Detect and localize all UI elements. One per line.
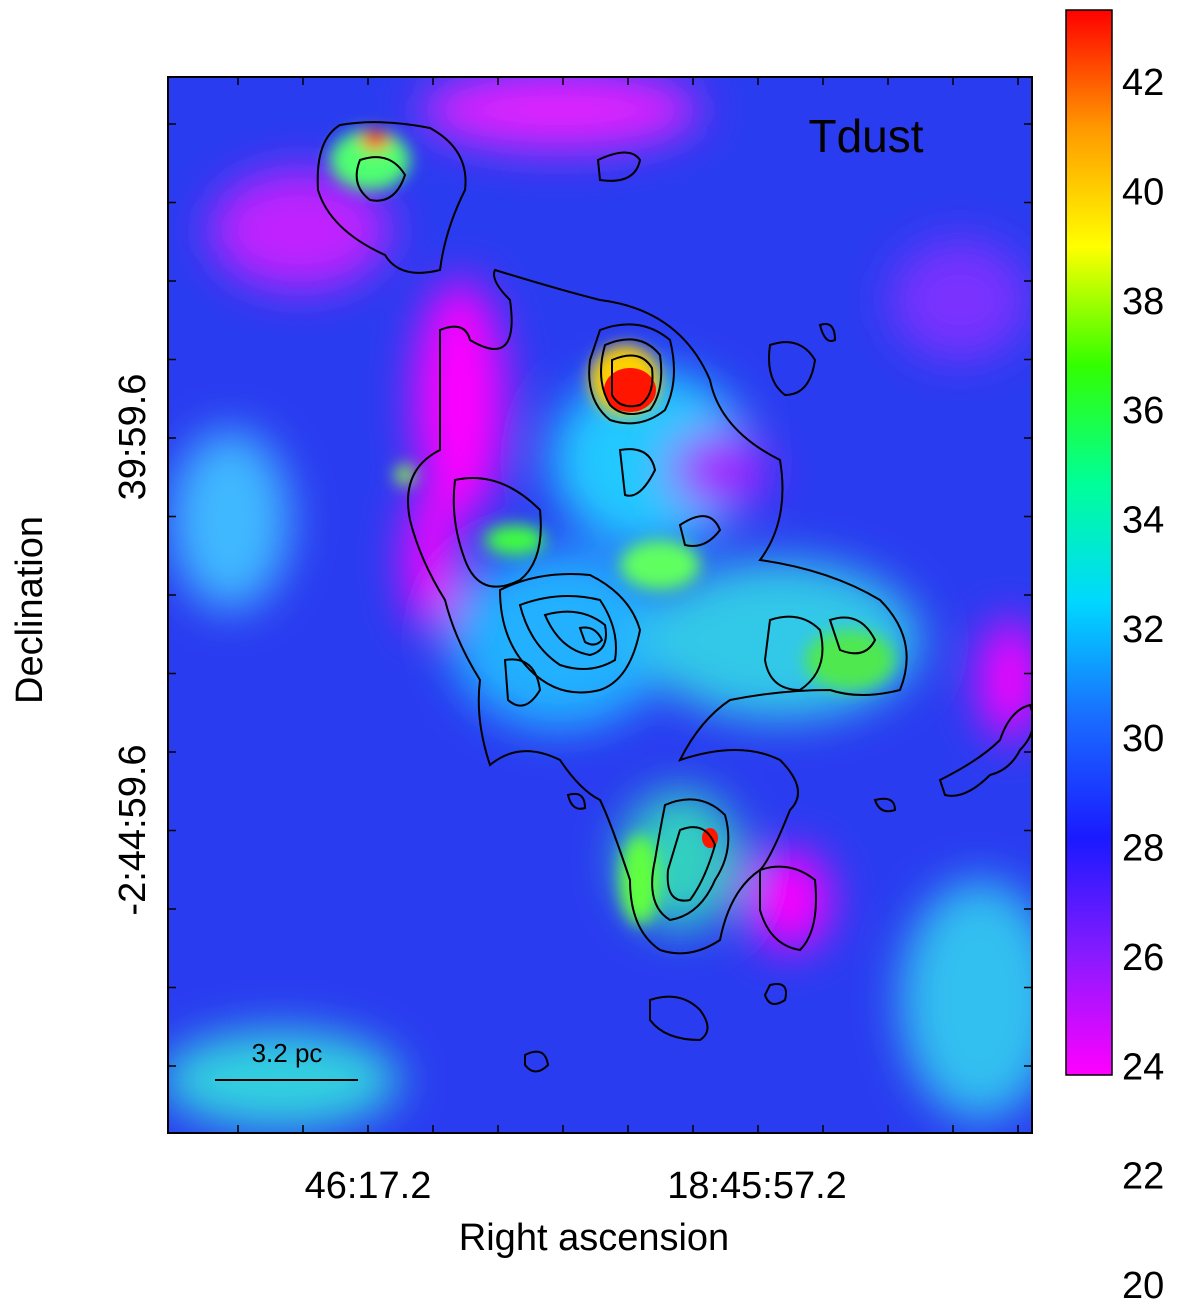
contours [316,121,1032,1073]
colorbar-tick-label: 20 [1122,1265,1164,1307]
x-tick-label: 18:45:57.2 [667,1165,847,1207]
temperature-map [168,77,1032,1133]
y-tick-label: 39:59.6 [112,374,154,501]
colorbar-tick-label: 38 [1122,281,1164,323]
colorbar-ticks: 20 22 24 26 28 30 32 34 36 38 40 42 [1122,62,1164,1307]
colorbar [1065,9,1113,1076]
y-axis-label: Declination [9,516,51,704]
colorbar-tick-label: 24 [1122,1046,1164,1088]
colorbar-tick-label: 34 [1122,499,1164,541]
colorbar-tick-label: 40 [1122,171,1164,213]
frame [167,76,1033,1134]
colorbar-tick-label: 36 [1122,390,1164,432]
axis-ticks [168,77,1032,1133]
y-tick-label: -2:44:59.6 [112,744,154,915]
scale-bar-label: 3.2 pc [252,1038,323,1068]
colorbar-tick-label: 42 [1122,62,1164,104]
colorbar-tick-label: 32 [1122,609,1164,651]
x-axis-label: Right ascension [459,1217,729,1259]
colorbar-tick-label: 22 [1122,1156,1164,1198]
map-title: Tdust [808,110,923,162]
colorbar-tick-label: 28 [1122,828,1164,870]
colorbar-tick-label: 26 [1122,937,1164,979]
colorbar-tick-label: 30 [1122,718,1164,760]
x-tick-label: 46:17.2 [305,1165,432,1207]
